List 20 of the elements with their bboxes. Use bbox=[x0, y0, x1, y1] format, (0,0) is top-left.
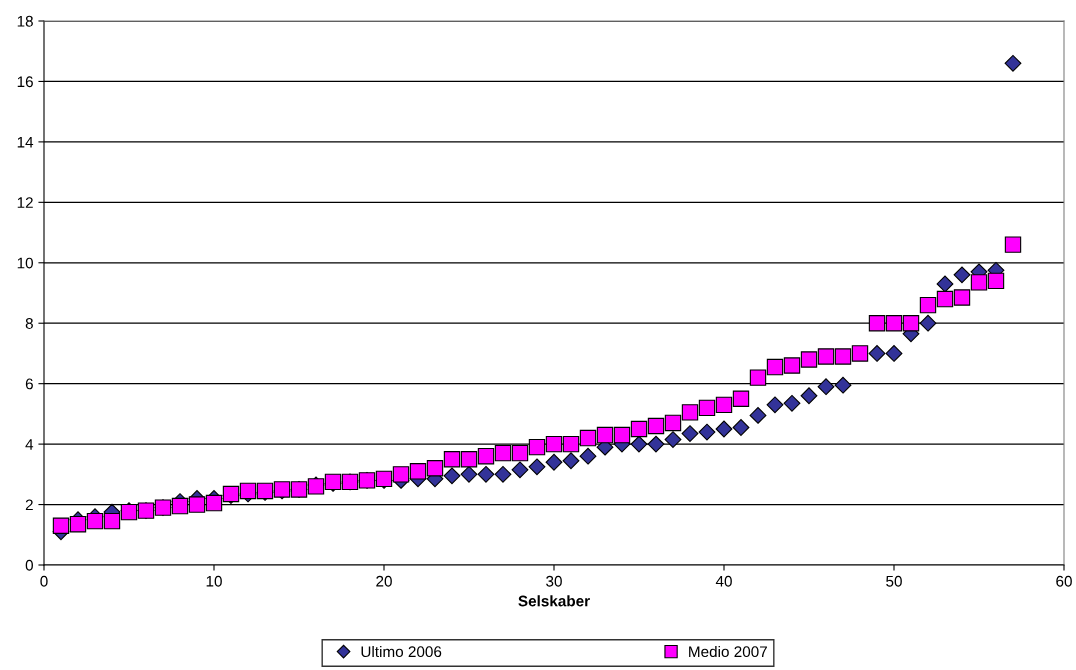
y-tick-label: 6 bbox=[25, 378, 33, 390]
x-tick-label: 40 bbox=[715, 575, 732, 587]
x-tick-label: 0 bbox=[40, 575, 48, 587]
y-tick-label: 8 bbox=[25, 318, 33, 329]
y-tick-label: 4 bbox=[25, 439, 34, 450]
y-tick-label: 0 bbox=[25, 559, 33, 571]
y-tick-label: 14 bbox=[17, 136, 34, 148]
y-tick-label: 16 bbox=[17, 76, 33, 88]
legend-label: Ultimo 2006 bbox=[361, 645, 442, 658]
y-tick-label: 2 bbox=[25, 499, 33, 511]
x-tick-label: 60 bbox=[1056, 575, 1072, 587]
x-tick-label: 30 bbox=[546, 575, 562, 587]
y-tick-label: 12 bbox=[17, 197, 33, 208]
x-tick-label: 50 bbox=[886, 575, 902, 587]
y-tick-label: 10 bbox=[17, 257, 33, 269]
x-axis-title: Selskaber bbox=[518, 595, 590, 607]
legend-label: Medio 2007 bbox=[689, 645, 767, 658]
x-tick-label: 20 bbox=[376, 575, 392, 587]
y-tick-label: 18 bbox=[17, 15, 33, 27]
x-tick-label: 10 bbox=[206, 575, 222, 587]
